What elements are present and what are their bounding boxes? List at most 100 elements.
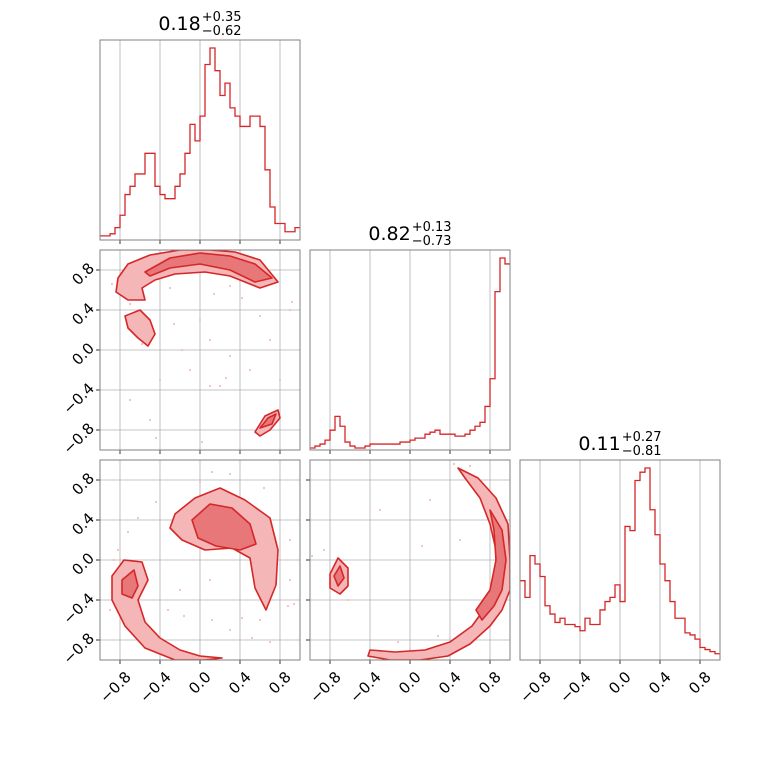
scatter-1-0-sample-point: [209, 385, 211, 387]
scatter-1-0-sample-point: [249, 369, 251, 371]
scatter-2-0-xtick-label: 0.8: [265, 668, 295, 698]
diag-2-xtick-label: 0.0: [605, 668, 635, 698]
scatter-2-0-sample-point: [211, 471, 213, 473]
scatter-2-0-sample-point: [127, 531, 129, 533]
diag-1-title: 0.82+0.13 −0.73: [368, 220, 451, 249]
diag-2-title-median: 0.11: [578, 433, 620, 455]
scatter-1-0-sample-point: [259, 315, 261, 317]
scatter-2-1-contour-inner: [333, 565, 345, 587]
scatter-2-1-plot-area: [311, 463, 510, 660]
scatter-2-0-xtick-label: −0.8: [96, 668, 134, 706]
scatter-2-0-plot-area: [109, 471, 295, 660]
diag-2-xtick-label: −0.8: [516, 668, 554, 706]
scatter-2-1-xtick-label: −0.8: [306, 668, 344, 706]
scatter-1-0-sample-point: [173, 323, 175, 325]
scatter-2-1-sample-point: [409, 649, 411, 651]
scatter-2-1-sample-point: [347, 599, 349, 601]
scatter-1-0-ytick-label: 0.4: [68, 299, 98, 329]
scatter-1-0-sample-point: [155, 437, 157, 439]
diag-2-frame: [519, 459, 721, 661]
scatter-1-0-sample-point: [189, 369, 191, 371]
scatter-2-1-sample-point: [379, 509, 381, 511]
scatter-2-1-sample-point: [469, 465, 471, 467]
diag-0-histogram-line: [100, 47, 300, 237]
scatter-2-0-sample-point: [211, 619, 213, 621]
scatter-2-0-ytick-label: −0.8: [60, 629, 98, 667]
scatter-2-1-sample-point: [453, 463, 455, 465]
scatter-2-0-sample-point: [209, 579, 211, 581]
scatter-2-0-sample-point: [251, 637, 253, 639]
scatter-2-0-contour-inner: [191, 503, 257, 551]
scatter-1-0-plot-area: [111, 250, 293, 443]
diag-1-title-median: 0.82: [368, 223, 410, 245]
scatter-2-0-xtick-label: 0.0: [185, 668, 215, 698]
scatter-1-0-contour-inner: [144, 252, 273, 283]
diag-0-title: 0.18+0.35 −0.62: [158, 10, 241, 39]
scatter-2-0-sample-point: [199, 481, 201, 483]
scatter-1-0-ytick-label: −0.4: [60, 379, 98, 417]
diag-0-title-median: 0.18: [158, 13, 200, 35]
scatter-2-0-sample-point: [241, 617, 243, 619]
scatter-2-0-frame: [99, 459, 301, 661]
scatter-2-0-sample-point: [167, 609, 169, 611]
scatter-2-0-sample-point: [183, 615, 185, 617]
diag-2-histogram-line: [520, 467, 720, 655]
diag-1-axes: 0.82+0.13 −0.73: [309, 220, 511, 454]
scatter-1-0-ytick-label: 0.8: [68, 259, 98, 289]
scatter-1-0-sample-point: [129, 399, 131, 401]
diag-0-frame: [99, 39, 301, 241]
scatter-2-0-sample-point: [269, 641, 271, 643]
diag-1-grid: [329, 250, 491, 450]
scatter-2-0-sample-point: [229, 629, 231, 631]
scatter-1-0-sample-point: [159, 379, 161, 381]
scatter-1-0-sample-point: [201, 441, 203, 443]
diag-0-axes: 0.18+0.35 −0.62: [99, 10, 301, 244]
scatter-2-0-sample-point: [289, 579, 291, 581]
scatter-1-0-axes: −0.8−0.4 0.0 0.4 0.8: [60, 249, 301, 458]
scatter-2-0-ytick-label: 0.4: [68, 509, 98, 539]
scatter-1-0-ytick-label: 0.0: [68, 339, 98, 369]
scatter-2-0-ytick-label: −0.4: [60, 589, 98, 627]
scatter-2-1-xtick-label: −0.4: [346, 668, 384, 706]
scatter-2-1-axes: −0.8 −0.4 0.0 0.4 0.8: [306, 459, 511, 707]
scatter-2-1-contour-outer: [367, 467, 510, 660]
scatter-2-1-sample-point: [437, 635, 439, 637]
scatter-2-0-sample-point: [293, 603, 295, 605]
scatter-1-0-sample-point: [141, 343, 143, 345]
scatter-2-0-sample-point: [179, 589, 181, 591]
scatter-1-0-sample-point: [229, 355, 231, 357]
scatter-2-0-sample-point: [287, 605, 289, 607]
diag-2-title-upper: +0.27: [622, 430, 662, 445]
diag-2-axes: −0.8 −0.4 0.0 0.4 0.8 0.11+0.27 −0.81: [516, 430, 721, 707]
scatter-2-1-sample-point: [323, 549, 325, 551]
scatter-2-1-sample-point: [429, 499, 431, 501]
scatter-2-0-sample-point: [137, 517, 139, 519]
diag-2-xtick-label: 0.8: [685, 668, 715, 698]
scatter-2-0-sample-point: [117, 549, 119, 551]
scatter-1-0-sample-point: [111, 283, 113, 285]
scatter-1-0-sample-point: [169, 287, 171, 289]
scatter-2-1-xtick-label: 0.8: [475, 668, 505, 698]
scatter-1-0-ytick-label: −0.8: [60, 419, 98, 457]
scatter-2-0-contour-inner: [121, 569, 139, 599]
diag-2-xtick-label: 0.4: [645, 668, 675, 698]
diag-2-title: 0.11+0.27 −0.81: [578, 430, 661, 459]
scatter-2-1-xtick-label: 0.4: [435, 668, 465, 698]
scatter-2-1-sample-point: [421, 545, 423, 547]
scatter-1-0-sample-point: [129, 303, 131, 305]
diag-1-title-upper: +0.13: [412, 220, 452, 235]
diag-0-title-upper: +0.35: [202, 10, 242, 25]
scatter-2-0-ytick-label: 0.0: [68, 549, 98, 579]
scatter-2-0-sample-point: [109, 609, 111, 611]
scatter-1-0-sample-point: [291, 301, 293, 303]
diag-0-title-lower: −0.62: [202, 24, 242, 39]
scatter-2-0-sample-point: [155, 501, 157, 503]
scatter-2-0-sample-point: [259, 619, 261, 621]
scatter-2-0-sample-point: [263, 487, 265, 489]
scatter-2-1-sample-point: [397, 641, 399, 643]
diag-1-frame: [309, 249, 511, 451]
scatter-2-0-sample-point: [113, 559, 115, 561]
scatter-2-1-sample-point: [311, 555, 313, 557]
scatter-2-0-xtick-label: 0.4: [225, 668, 255, 698]
